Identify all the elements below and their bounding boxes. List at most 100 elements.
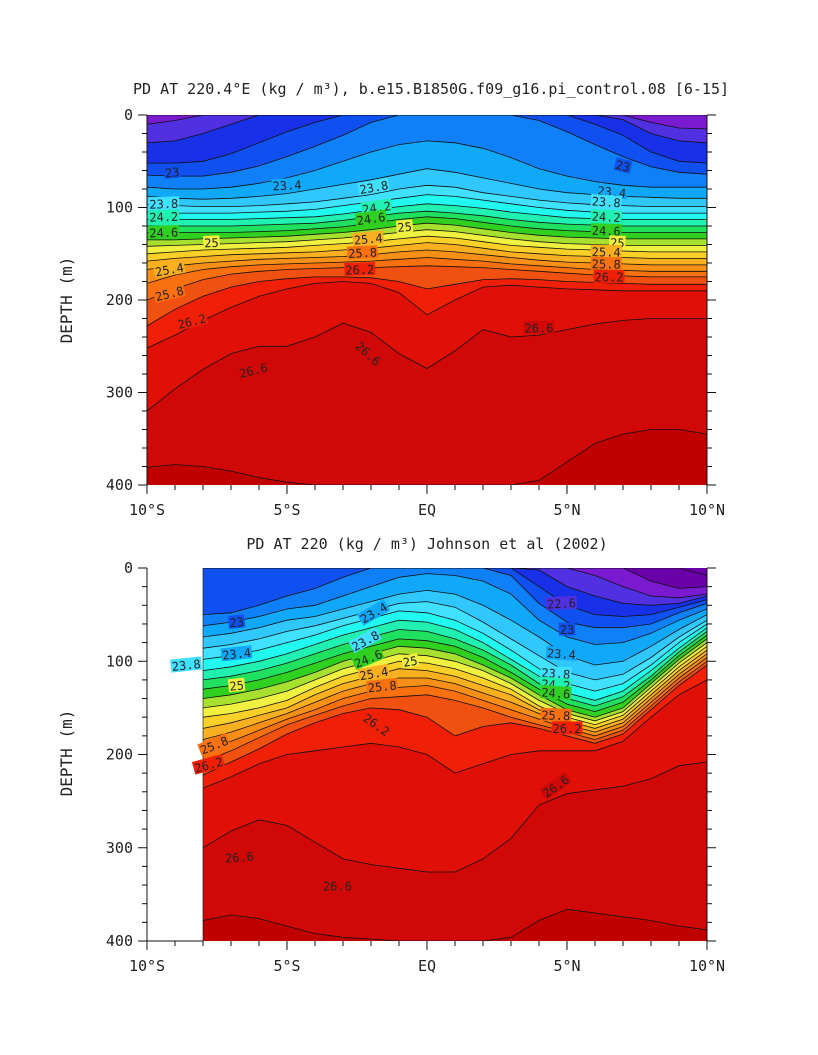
contour-label-bg (202, 235, 220, 249)
contour-label-text: 24.6 (541, 686, 571, 702)
contour-label-bg (227, 614, 246, 629)
contour-label-text: 25.8 (592, 257, 621, 272)
contour-label-text: 26.6 (225, 850, 255, 866)
contour-label-text: 25.8 (367, 678, 397, 695)
contour-label: 26.6 (236, 359, 270, 381)
contour-label-text: 22.6 (547, 596, 577, 611)
contour-line-23.6 (202, 589, 707, 666)
contour-line-24.6 (202, 634, 707, 713)
contour-label-text: 26.6 (323, 880, 352, 894)
contour-label-text: 24.6 (149, 225, 178, 240)
contour-label: 25.4 (357, 663, 391, 683)
contour-label-text: 25.8 (541, 708, 570, 723)
contour-label-bg (551, 721, 583, 735)
contour-line-23.4 (147, 140, 707, 190)
contour-label-bg (351, 646, 385, 670)
contour-label-text: 23 (229, 615, 245, 630)
contour-label-bg (348, 627, 382, 654)
contour-label-bg (395, 219, 414, 234)
contour-label-bg (170, 656, 203, 673)
contour-label: 26.2 (175, 310, 209, 332)
contour-label: 25 (227, 677, 246, 694)
contour-line-25 (202, 642, 707, 722)
model-density-panel: PD AT 220.4°E (kg / m³), b.e15.B1850G.f0… (57, 80, 729, 519)
contour-label-bg (539, 771, 572, 800)
contour-label-bg (590, 193, 623, 209)
contour-line-layer (202, 568, 707, 941)
contour-line-24 (202, 610, 707, 692)
contour-line-26.4 (147, 281, 707, 349)
contour-label-bg (357, 177, 391, 196)
contour-label-bg (590, 244, 622, 259)
contour-label-bg (191, 754, 226, 775)
density-band-26.6 (147, 318, 707, 485)
contour-label-text: 26.6 (525, 321, 554, 335)
contour-label-bg (352, 338, 385, 369)
contour-line-22.4 (203, 568, 707, 589)
contour-label-text: 25.4 (154, 261, 185, 280)
x-tick-label: 10°N (689, 957, 725, 975)
contour-label-text: 26.2 (553, 722, 582, 736)
contour-label-text: 26.6 (238, 360, 269, 381)
contour-label: 22.6 (545, 595, 578, 612)
contour-label: 24.2 (148, 209, 180, 225)
contour-label-text: 24.2 (149, 210, 178, 225)
contour-label-bg (523, 320, 555, 334)
contour-label-text: 23.4 (272, 178, 302, 193)
axes: 0 100 200 300 400 10°S 5°S EQ 5°N 10°N (106, 106, 725, 519)
contour-label-bg (352, 230, 385, 247)
contour-label-bg (220, 645, 253, 662)
contour-label: 26.2 (551, 721, 583, 736)
density-band-26.8 (147, 429, 707, 485)
contour-label: 24.2 (590, 209, 622, 225)
contour-line-25.8 (202, 657, 707, 752)
contour-line-25.2 (202, 645, 707, 726)
contour-label: 23.8 (590, 193, 623, 210)
contour-label-text: 25 (397, 220, 413, 235)
contour-label-bg (540, 684, 572, 701)
contour-label: 25.4 (590, 244, 622, 260)
contour-line-26 (202, 660, 707, 763)
contour-line-22.6 (203, 568, 707, 599)
panel-title: PD AT 220.4°E (kg / m³), b.e15.B1850G.f0… (133, 80, 729, 98)
contour-label-text: 23.8 (358, 178, 389, 197)
contour-label-bg (236, 359, 270, 380)
contour-line-23.2 (147, 115, 707, 177)
contour-label-text: 23.8 (591, 194, 621, 210)
contour-line-23.4 (202, 573, 707, 645)
contour-label: 24.6 (540, 684, 572, 702)
contour-line-26.2 (147, 276, 707, 327)
contour-label: 23 (163, 164, 181, 181)
contour-label-text: 23 (164, 165, 180, 180)
contour-label-bg (153, 259, 186, 279)
contour-label-text: 25.4 (592, 245, 621, 260)
contour-label: 23 (613, 157, 633, 175)
contour-line-24.2 (202, 619, 707, 701)
contour-label-bg (344, 261, 376, 277)
density-fill-layer (203, 568, 707, 941)
contour-label: 26.6 (322, 879, 353, 894)
contour-label-text: 26.2 (345, 262, 374, 277)
y-tick-label: 0 (124, 559, 133, 577)
contour-label-bg (590, 209, 622, 224)
contour-label: 23.4 (271, 177, 303, 194)
contour-line-26.6 (202, 761, 707, 873)
contour-line-22.8 (147, 115, 707, 144)
contour-label: 25.4 (352, 230, 385, 248)
contour-label-bg (400, 652, 420, 669)
contour-label: 23 (227, 614, 246, 630)
contour-label: 25.8 (590, 256, 622, 272)
contour-label-text: 25.4 (353, 231, 383, 247)
contour-label-text: 23 (614, 158, 631, 175)
x-tick-label: 10°S (129, 501, 165, 519)
contour-label: 24.6 (148, 224, 180, 240)
y-tick-label: 100 (106, 652, 133, 670)
contour-line-23 (203, 568, 707, 617)
contour-label: 25.8 (346, 245, 379, 261)
panel-title: PD AT 220 (kg / m³) Johnson et al (2002) (246, 535, 607, 553)
contour-label-text: 23.8 (171, 657, 201, 674)
contour-label: 23.4 (220, 645, 253, 663)
contour-label-text: 25.4 (358, 664, 389, 683)
x-tick-label: 5°N (553, 501, 580, 519)
y-tick-label: 300 (106, 384, 133, 402)
